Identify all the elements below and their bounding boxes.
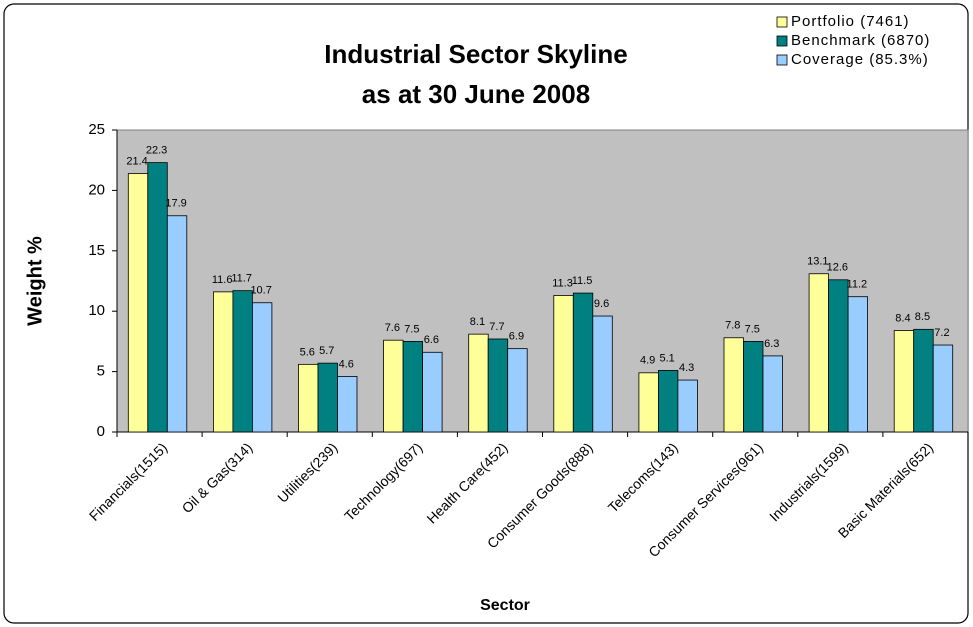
data-label: 6.3 bbox=[764, 338, 779, 350]
bar bbox=[658, 369, 679, 433]
y-tick-label: 10 bbox=[88, 302, 105, 319]
data-label: 8.4 bbox=[895, 312, 910, 324]
bar bbox=[743, 340, 764, 433]
data-label: 5.1 bbox=[660, 352, 675, 364]
y-tick-label: 15 bbox=[88, 242, 105, 259]
bar bbox=[808, 273, 829, 433]
data-label: 13.1 bbox=[807, 256, 828, 268]
bar bbox=[723, 337, 744, 433]
bar bbox=[422, 351, 443, 433]
bar bbox=[212, 291, 234, 433]
bar bbox=[638, 372, 659, 433]
y-tick-label: 5 bbox=[97, 363, 105, 380]
data-label: 17.9 bbox=[165, 198, 186, 210]
data-label: 7.8 bbox=[725, 320, 740, 332]
bar bbox=[337, 376, 358, 433]
legend-label: Portfolio (7461) bbox=[791, 13, 910, 30]
data-label: 4.9 bbox=[640, 355, 655, 367]
data-label: 12.6 bbox=[827, 262, 848, 274]
bar bbox=[487, 338, 509, 433]
data-label: 7.6 bbox=[385, 322, 400, 334]
data-label: 10.7 bbox=[250, 285, 271, 297]
data-label: 6.9 bbox=[509, 331, 524, 343]
data-label: 6.6 bbox=[424, 334, 439, 346]
data-label: 11.2 bbox=[847, 279, 868, 291]
bar bbox=[127, 173, 149, 433]
bar bbox=[507, 348, 528, 433]
bar bbox=[553, 295, 574, 433]
bar bbox=[592, 315, 613, 433]
data-label: 11.7 bbox=[231, 273, 252, 285]
data-label: 7.5 bbox=[404, 323, 419, 335]
data-label: 11.6 bbox=[212, 274, 233, 286]
data-label: 8.5 bbox=[915, 311, 930, 323]
bar bbox=[166, 215, 188, 433]
legend-swatch bbox=[776, 54, 788, 66]
legend-label: Coverage (85.3%) bbox=[791, 51, 929, 68]
data-label: 9.6 bbox=[594, 298, 609, 310]
chart-title: Industrial Sector Skyline bbox=[324, 39, 627, 69]
legend-swatch bbox=[776, 16, 788, 28]
bar bbox=[383, 339, 404, 433]
legend-swatch bbox=[776, 35, 788, 47]
legend-label: Benchmark (6870) bbox=[791, 32, 930, 49]
y-tick-label: 20 bbox=[88, 181, 105, 198]
data-label: 8.1 bbox=[470, 316, 485, 328]
y-tick-label: 0 bbox=[97, 423, 105, 440]
data-label: 7.2 bbox=[934, 327, 949, 339]
data-label: 22.3 bbox=[146, 145, 167, 157]
data-label: 11.3 bbox=[552, 277, 573, 289]
data-label: 4.3 bbox=[679, 362, 694, 374]
bar bbox=[847, 296, 868, 433]
bar bbox=[402, 340, 424, 433]
data-label: 5.6 bbox=[300, 346, 315, 358]
x-axis-title: Sector bbox=[480, 597, 530, 614]
bar bbox=[232, 290, 253, 433]
bar bbox=[913, 328, 934, 433]
chart-subtitle: as at 30 June 2008 bbox=[362, 79, 590, 109]
bar bbox=[932, 344, 954, 433]
data-label: 7.7 bbox=[489, 321, 504, 333]
data-label: 21.4 bbox=[126, 155, 147, 167]
y-axis-title: Weight % bbox=[24, 236, 46, 326]
y-tick-label: 25 bbox=[88, 121, 105, 138]
bar bbox=[468, 333, 489, 433]
data-label: 11.5 bbox=[572, 275, 593, 287]
bar bbox=[572, 292, 594, 433]
bar bbox=[677, 379, 698, 433]
data-label: 5.7 bbox=[319, 345, 334, 357]
bar bbox=[893, 330, 915, 433]
bar bbox=[251, 302, 273, 433]
data-label: 7.5 bbox=[745, 323, 760, 335]
bar bbox=[762, 355, 783, 433]
data-label: 4.6 bbox=[339, 358, 354, 370]
bar bbox=[828, 279, 849, 433]
bar bbox=[317, 362, 338, 433]
bar bbox=[298, 363, 319, 433]
